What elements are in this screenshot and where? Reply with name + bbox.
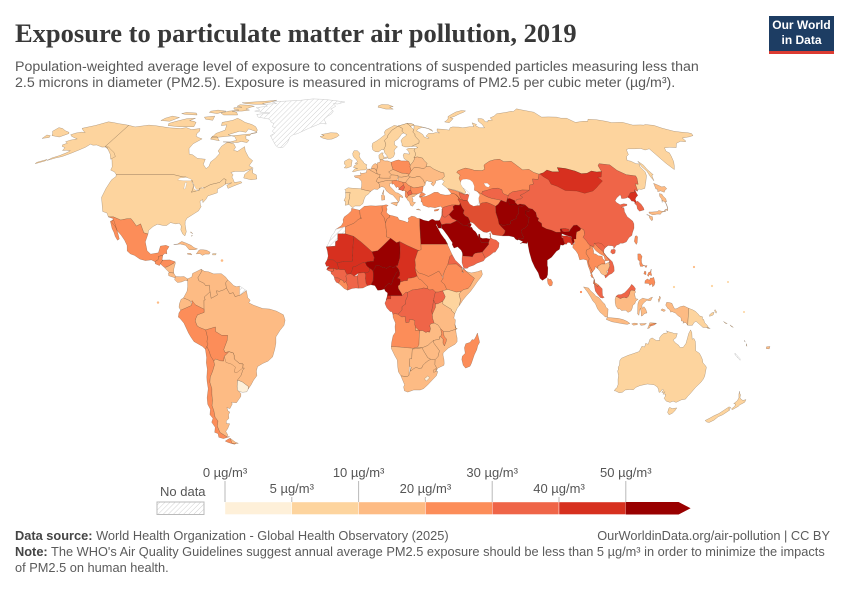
svg-text:20 µg/m³: 20 µg/m³ <box>400 481 452 496</box>
svg-text:5 µg/m³: 5 µg/m³ <box>270 481 315 496</box>
svg-text:50 µg/m³: 50 µg/m³ <box>600 465 652 480</box>
svg-text:10 µg/m³: 10 µg/m³ <box>333 465 385 480</box>
svg-text:No data: No data <box>160 484 206 499</box>
svg-text:40 µg/m³: 40 µg/m³ <box>533 481 585 496</box>
svg-text:0 µg/m³: 0 µg/m³ <box>203 465 248 480</box>
svg-text:30 µg/m³: 30 µg/m³ <box>466 465 518 480</box>
